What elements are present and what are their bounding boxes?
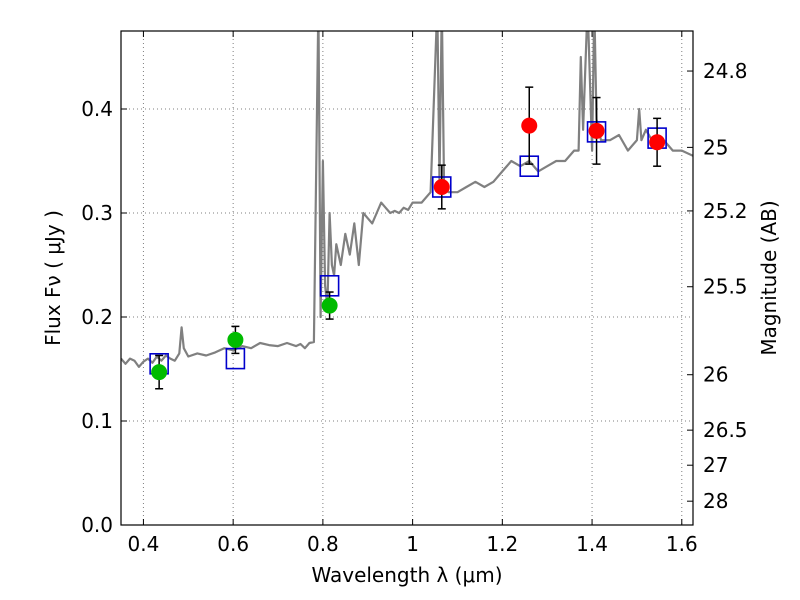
- y2-tick-label: 24.8: [703, 59, 748, 83]
- grid: [121, 31, 693, 525]
- y-tick-label: 0.2: [81, 305, 113, 329]
- nir-point: [649, 134, 666, 151]
- x-tick-label: 1.2: [486, 532, 518, 556]
- optical-point: [321, 297, 338, 314]
- x-tick-label: 0.8: [307, 532, 339, 556]
- y2-tick-label: 25: [703, 135, 728, 159]
- y-axis-label: Flux Fν ( μJy ): [41, 210, 65, 346]
- y2-tick-label: 28: [703, 489, 728, 513]
- x-tick-label: 1: [406, 532, 419, 556]
- spectrum-line: [121, 31, 693, 368]
- x-axis-label: Wavelength λ (μm): [311, 563, 502, 587]
- x-tick-label: 1.4: [576, 532, 608, 556]
- y2-tick-label: 25.2: [703, 199, 748, 223]
- nir-point: [433, 179, 450, 195]
- plot-area: [121, 31, 693, 390]
- y2-tick-label: 25.5: [703, 275, 748, 299]
- y2-tick-label: 27: [703, 453, 728, 477]
- y-tick-label: 0.4: [81, 97, 113, 121]
- y-tick-label: 0.3: [81, 201, 113, 225]
- y-tick-label: 0.0: [81, 513, 113, 537]
- optical-point: [227, 331, 244, 348]
- axis-ticks: 0.4 0.6 0.8 1 1.2 1.4 1.6 0.0 0.1 0.2 0.3 0.4 24.8 25…: [81, 31, 748, 556]
- nir-point: [521, 117, 538, 134]
- y2-axis-label: Magnitude (AB): [757, 200, 781, 355]
- y-tick-label: 0.1: [81, 409, 113, 433]
- y2-tick-label: 26: [703, 363, 728, 387]
- x-tick-label: 0.6: [217, 532, 249, 556]
- plot-frame: [120, 30, 694, 526]
- nir-point: [588, 122, 605, 139]
- optical-point: [151, 364, 168, 381]
- y2-tick-label: 26.5: [703, 418, 748, 442]
- x-tick-label: 1.6: [666, 532, 698, 556]
- x-tick-label: 0.4: [128, 532, 160, 556]
